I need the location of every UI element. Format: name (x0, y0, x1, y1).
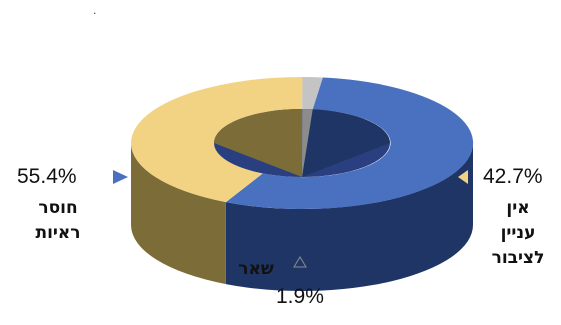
slice-1-label: אין עניין לציבור (478, 196, 558, 271)
top-dot: . (93, 3, 96, 17)
slice-1-label-line-2: עניין (500, 223, 536, 243)
slice-2-marker (293, 256, 307, 268)
slice-0-marker (113, 170, 128, 184)
slice-0-label: חוסר ראיות (18, 196, 98, 246)
slice-1-marker (458, 170, 468, 184)
slice-1-top (131, 76, 303, 203)
slice-0-inner-wall (302, 109, 390, 177)
slice-0-label-line-2: ראיות (35, 223, 81, 243)
slice-2-inner-wall (302, 109, 313, 177)
legend-markers (113, 170, 468, 268)
slice-1-inner-wall (214, 108, 303, 177)
ring-sides (131, 143, 473, 291)
slice-0-value-label: 55.4% (17, 165, 77, 188)
slice-2-label-line-1: שאר (238, 259, 274, 279)
slice-1-label-line-3: לציבור (491, 248, 545, 268)
slice-1-outer-wall (131, 143, 226, 285)
slice-1-value-label: 42.7% (483, 165, 543, 188)
slice-0-top (225, 77, 474, 210)
slice-0-outer-wall (225, 143, 473, 291)
slice-1-label-line-1: אין (506, 198, 530, 218)
slice-2-value-label: 1.9% (276, 285, 324, 308)
ring-top (131, 76, 474, 210)
slice-2-top (302, 77, 323, 110)
slice-0-label-line-1: חוסר (38, 198, 78, 218)
slice-2-label: שאר (226, 257, 286, 282)
